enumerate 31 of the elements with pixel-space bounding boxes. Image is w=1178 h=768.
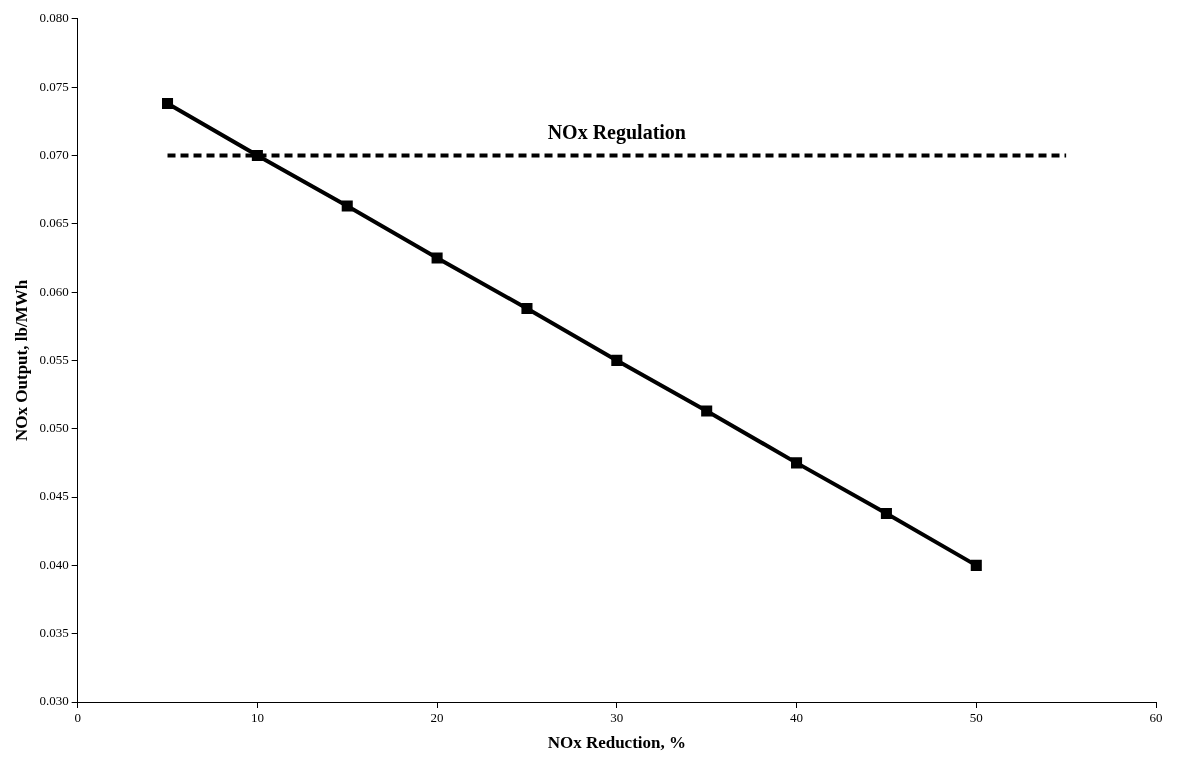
point (791, 457, 803, 469)
y-tick-label: 0.045 (39, 488, 69, 504)
y-tick-label: 0.065 (39, 215, 69, 231)
point (970, 559, 982, 571)
point (880, 507, 892, 519)
x-tick-label: 50 (969, 710, 983, 726)
x-tick-label: 30 (610, 710, 624, 726)
point (431, 252, 443, 264)
point (521, 302, 533, 315)
point (611, 354, 623, 366)
x-tick-label: 10 (250, 710, 264, 726)
point (701, 405, 713, 417)
point (251, 149, 263, 161)
y-tick-label: 0.075 (39, 78, 69, 94)
x-tick-label: 60 (1149, 710, 1163, 726)
y-tick-label: 0.080 (39, 10, 69, 26)
x-tick-label: 20 (430, 710, 444, 726)
y-tick-label: 0.040 (39, 556, 69, 572)
point (341, 200, 353, 212)
x-tick-label: 0 (74, 710, 81, 726)
series-label: NOx Regulation (547, 120, 686, 144)
y-tick-label: 0.030 (39, 693, 69, 709)
point (161, 97, 174, 110)
y-tick-label: 0.050 (39, 420, 69, 436)
y-tick-label: 0.035 (39, 625, 69, 641)
y-tick-label: 0.055 (39, 351, 69, 367)
x-tick-label: 40 (790, 710, 804, 726)
y-tick-label: 0.070 (39, 146, 69, 162)
x-axis-title: NOx Reduction, % (547, 733, 687, 753)
y-axis-title: NOx Output, lb/MWh (11, 279, 31, 441)
y-tick-label: 0.060 (39, 283, 69, 299)
